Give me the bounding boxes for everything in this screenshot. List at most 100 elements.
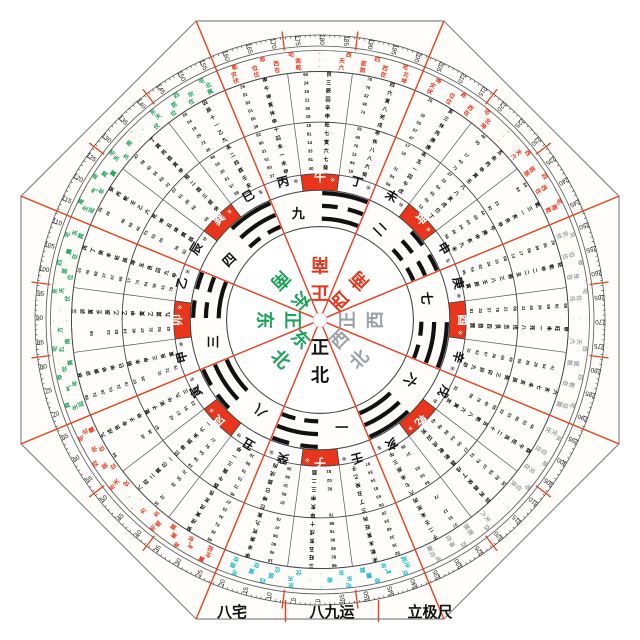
svg-text:八宅: 八宅	[216, 603, 247, 621]
svg-text:·: ·	[65, 319, 71, 321]
svg-text:三: 三	[206, 335, 221, 348]
svg-text:北: 北	[311, 366, 329, 386]
svg-text:85: 85	[37, 339, 45, 347]
svg-text:180: 180	[318, 34, 325, 45]
svg-text:寅: 寅	[139, 311, 146, 316]
svg-text:旺: 旺	[554, 326, 561, 331]
svg-text:三: 三	[311, 486, 316, 492]
svg-text:旺: 旺	[325, 122, 330, 129]
svg-text:185: 185	[342, 35, 350, 47]
svg-text:西: 西	[366, 311, 386, 329]
svg-text:八: 八	[520, 324, 526, 331]
svg-text:丑: 丑	[503, 324, 510, 329]
svg-text:乙: 乙	[147, 311, 154, 316]
svg-text:45: 45	[529, 305, 534, 310]
svg-text:35: 35	[305, 106, 310, 111]
svg-text:·: ·	[319, 65, 321, 71]
svg-text:79: 79	[329, 529, 334, 534]
svg-text:天: 天	[58, 287, 66, 294]
svg-text:午: 午	[314, 169, 326, 184]
svg-text:95: 95	[37, 290, 45, 298]
svg-text:亥: 亥	[309, 537, 314, 544]
svg-text:※: ※	[456, 330, 463, 335]
svg-text:正: 正	[311, 282, 329, 302]
svg-text:九: 九	[291, 206, 305, 221]
svg-text:十: 十	[310, 520, 315, 527]
svg-text:83: 83	[114, 329, 119, 334]
svg-text:方: 方	[56, 327, 64, 333]
svg-text:申: 申	[310, 511, 315, 518]
svg-text:61: 61	[308, 157, 313, 162]
svg-text:立极尺: 立极尺	[407, 603, 452, 621]
svg-text:东: 东	[254, 311, 275, 329]
svg-text:七: 七	[324, 130, 329, 137]
svg-text:死: 死	[528, 325, 535, 330]
svg-text:寅: 寅	[324, 139, 329, 146]
svg-text:90: 90	[36, 315, 44, 322]
svg-text:14: 14	[307, 140, 312, 145]
svg-text:卯: 卯	[79, 309, 86, 314]
svg-text:60: 60	[303, 72, 308, 77]
svg-text:亥: 亥	[311, 503, 316, 510]
svg-text:南: 南	[327, 576, 333, 584]
svg-text:86: 86	[512, 306, 517, 311]
svg-text:天: 天	[575, 339, 582, 346]
svg-text:三: 三	[309, 562, 314, 568]
svg-text:七: 七	[419, 292, 434, 305]
svg-text:酉: 酉	[456, 314, 470, 326]
svg-text:81: 81	[307, 131, 312, 136]
svg-text:24: 24	[304, 81, 309, 86]
svg-text:33: 33	[478, 308, 483, 313]
svg-text:·: ·	[319, 569, 321, 575]
svg-text:二: 二	[312, 477, 317, 483]
svg-text:一: 一	[335, 419, 348, 434]
svg-text:59: 59	[563, 303, 568, 308]
svg-text:32: 32	[149, 327, 154, 332]
svg-text:酉: 酉	[477, 323, 484, 328]
svg-text:乙: 乙	[113, 310, 120, 315]
svg-text:19: 19	[306, 114, 311, 119]
svg-text:92: 92	[554, 304, 559, 309]
svg-text:92: 92	[327, 486, 332, 491]
svg-text:·: ·	[583, 319, 589, 321]
svg-text:七: 七	[323, 156, 328, 163]
svg-text:0: 0	[315, 598, 322, 602]
svg-text:·: ·	[58, 309, 64, 311]
svg-text:80: 80	[330, 546, 335, 551]
svg-text:93: 93	[157, 326, 162, 331]
svg-text:57: 57	[486, 308, 491, 313]
svg-text:·: ·	[319, 583, 321, 589]
svg-text:申: 申	[311, 494, 316, 501]
svg-text:·: ·	[319, 58, 321, 64]
svg-text:壬: 壬	[96, 309, 103, 314]
svg-text:14: 14	[123, 328, 128, 333]
svg-text:21: 21	[305, 97, 310, 102]
svg-text:270: 270	[595, 318, 606, 325]
svg-text:·: ·	[309, 576, 311, 582]
svg-text:※: ※	[305, 456, 310, 463]
svg-text:申: 申	[562, 326, 569, 331]
svg-text:18: 18	[306, 123, 311, 128]
svg-text:寅: 寅	[88, 309, 95, 314]
svg-text:·: ·	[51, 319, 57, 321]
svg-text:正: 正	[338, 311, 358, 329]
svg-text:33: 33	[308, 149, 313, 154]
svg-text:·: ·	[569, 319, 575, 321]
svg-text:三: 三	[72, 309, 78, 314]
svg-text:19: 19	[304, 89, 309, 94]
svg-text:正: 正	[311, 338, 329, 358]
svg-text:戌: 戌	[511, 325, 518, 330]
svg-text:39: 39	[538, 305, 543, 310]
svg-text:甲: 甲	[130, 311, 137, 316]
svg-text:戌: 戌	[310, 528, 315, 535]
svg-text:08: 08	[89, 330, 94, 335]
svg-text:82: 82	[331, 554, 336, 559]
svg-text:11: 11	[521, 306, 526, 311]
svg-text:子: 子	[314, 456, 326, 470]
svg-text:六: 六	[324, 147, 329, 154]
svg-text:三: 三	[326, 80, 331, 86]
svg-text:南: 南	[311, 254, 329, 275]
svg-text:275: 275	[593, 342, 605, 350]
svg-text:58: 58	[329, 521, 334, 526]
svg-text:辛: 辛	[325, 105, 330, 112]
